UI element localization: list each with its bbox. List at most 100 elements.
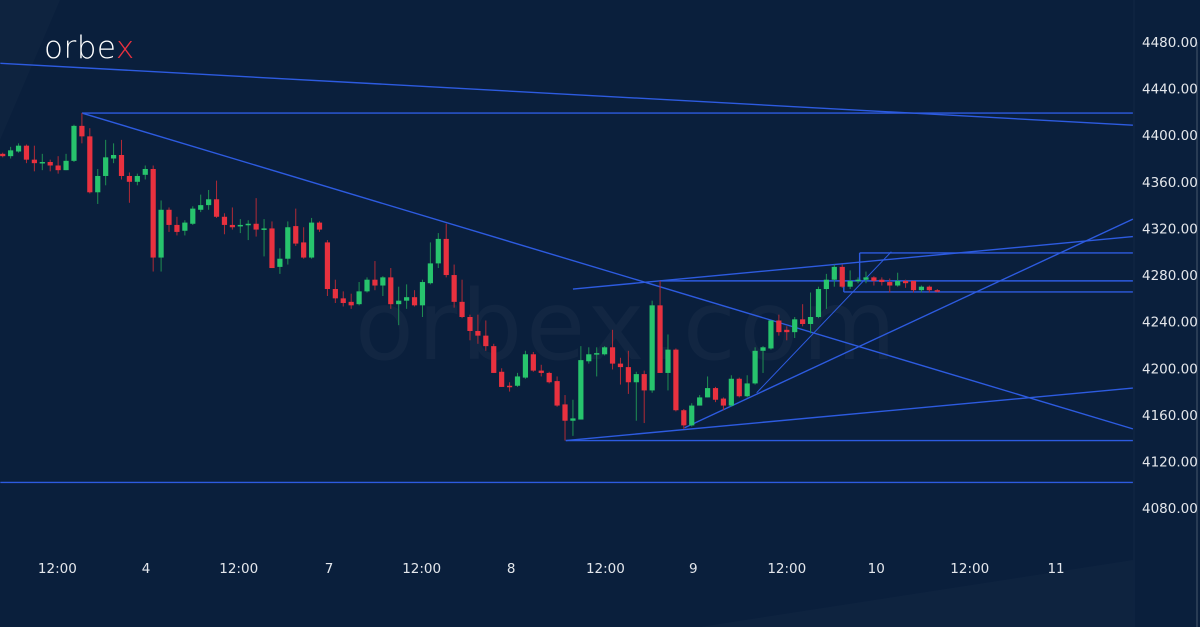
candle — [712, 386, 719, 403]
candle-body — [308, 222, 315, 258]
x-tick-label: 12:00 — [219, 561, 258, 577]
candle-body — [506, 385, 513, 388]
candle-body — [887, 282, 893, 286]
candle — [372, 261, 378, 291]
candle — [182, 220, 188, 236]
candle-body — [301, 242, 307, 258]
x-tick-label: 7 — [325, 561, 334, 577]
candle-body — [839, 266, 845, 287]
candle — [649, 300, 655, 393]
candle-body — [142, 168, 148, 175]
candle — [198, 194, 204, 213]
orbex-logo: orbex — [44, 30, 135, 66]
logo-accent: x — [115, 30, 135, 66]
candle-body — [229, 224, 235, 228]
candle-body — [902, 280, 909, 284]
candle-body — [681, 410, 687, 426]
candle-body — [364, 279, 370, 292]
x-tick-label: 12:00 — [767, 561, 806, 577]
candle-body — [23, 145, 30, 160]
candle — [277, 248, 283, 274]
candle-body — [126, 175, 133, 182]
candle — [546, 371, 552, 384]
candle-body — [776, 320, 782, 333]
candle — [103, 139, 109, 186]
candles — [0, 113, 940, 441]
candle — [499, 368, 505, 387]
logo-text: orbe — [44, 30, 116, 66]
candle — [23, 144, 30, 164]
candle-body — [649, 305, 655, 391]
candle — [269, 221, 275, 269]
candle-body — [871, 277, 877, 281]
candle — [863, 271, 869, 284]
candle-body — [174, 224, 180, 232]
candle-body — [879, 279, 885, 283]
candle-body — [728, 378, 734, 406]
candle-body — [800, 319, 806, 324]
candle — [126, 172, 133, 203]
candle — [609, 329, 616, 370]
candle — [697, 395, 703, 406]
candle — [467, 314, 473, 341]
candle-body — [103, 157, 109, 176]
candle — [641, 370, 647, 424]
candle-body — [807, 316, 814, 324]
x-tick-label: 12:00 — [586, 561, 625, 577]
trendline — [565, 387, 1133, 442]
candle-body — [625, 367, 631, 383]
candle-body — [237, 224, 243, 227]
trendline — [756, 251, 892, 394]
candle-body — [404, 297, 410, 301]
candle-body — [134, 175, 140, 182]
y-tick-label: 4200.00 — [1142, 361, 1198, 377]
y-tick-label: 4280.00 — [1142, 268, 1198, 284]
candle-body — [768, 320, 774, 349]
candle-body — [665, 349, 671, 373]
candle — [681, 409, 687, 429]
candle-body — [190, 208, 196, 224]
candle-body — [720, 398, 727, 406]
candle-body — [158, 209, 164, 258]
candle — [586, 347, 592, 364]
candle-body — [578, 360, 584, 420]
candle — [221, 213, 228, 235]
y-tick-label: 4440.00 — [1142, 82, 1198, 98]
candle-body — [221, 216, 228, 225]
candle-body — [641, 374, 647, 391]
x-tick-label: 8 — [507, 561, 516, 577]
candle-body — [419, 282, 426, 306]
candle-body — [15, 145, 22, 152]
candle-body — [815, 289, 822, 317]
candle-body — [491, 346, 497, 373]
candle — [142, 165, 148, 180]
candle-body — [823, 279, 829, 290]
candle — [158, 200, 164, 272]
candle — [118, 139, 125, 180]
candle — [79, 113, 85, 144]
candle — [514, 372, 521, 387]
candle — [229, 207, 235, 230]
candle — [918, 285, 925, 293]
candle-body — [697, 397, 703, 406]
candle — [190, 206, 196, 225]
candle — [110, 143, 117, 164]
candle — [39, 153, 45, 171]
candle-body — [388, 277, 394, 305]
candle — [8, 146, 14, 159]
candle-body — [847, 280, 853, 287]
candle — [689, 403, 695, 427]
candle — [134, 173, 140, 186]
candle-body — [332, 289, 338, 299]
candle-body — [602, 347, 608, 355]
candle — [443, 223, 449, 278]
candle-body — [609, 347, 616, 364]
candle-body — [8, 150, 14, 157]
candle — [253, 198, 259, 237]
candle — [728, 375, 734, 407]
candle-body — [356, 291, 362, 305]
candle — [364, 277, 370, 293]
candle-body — [736, 378, 742, 397]
